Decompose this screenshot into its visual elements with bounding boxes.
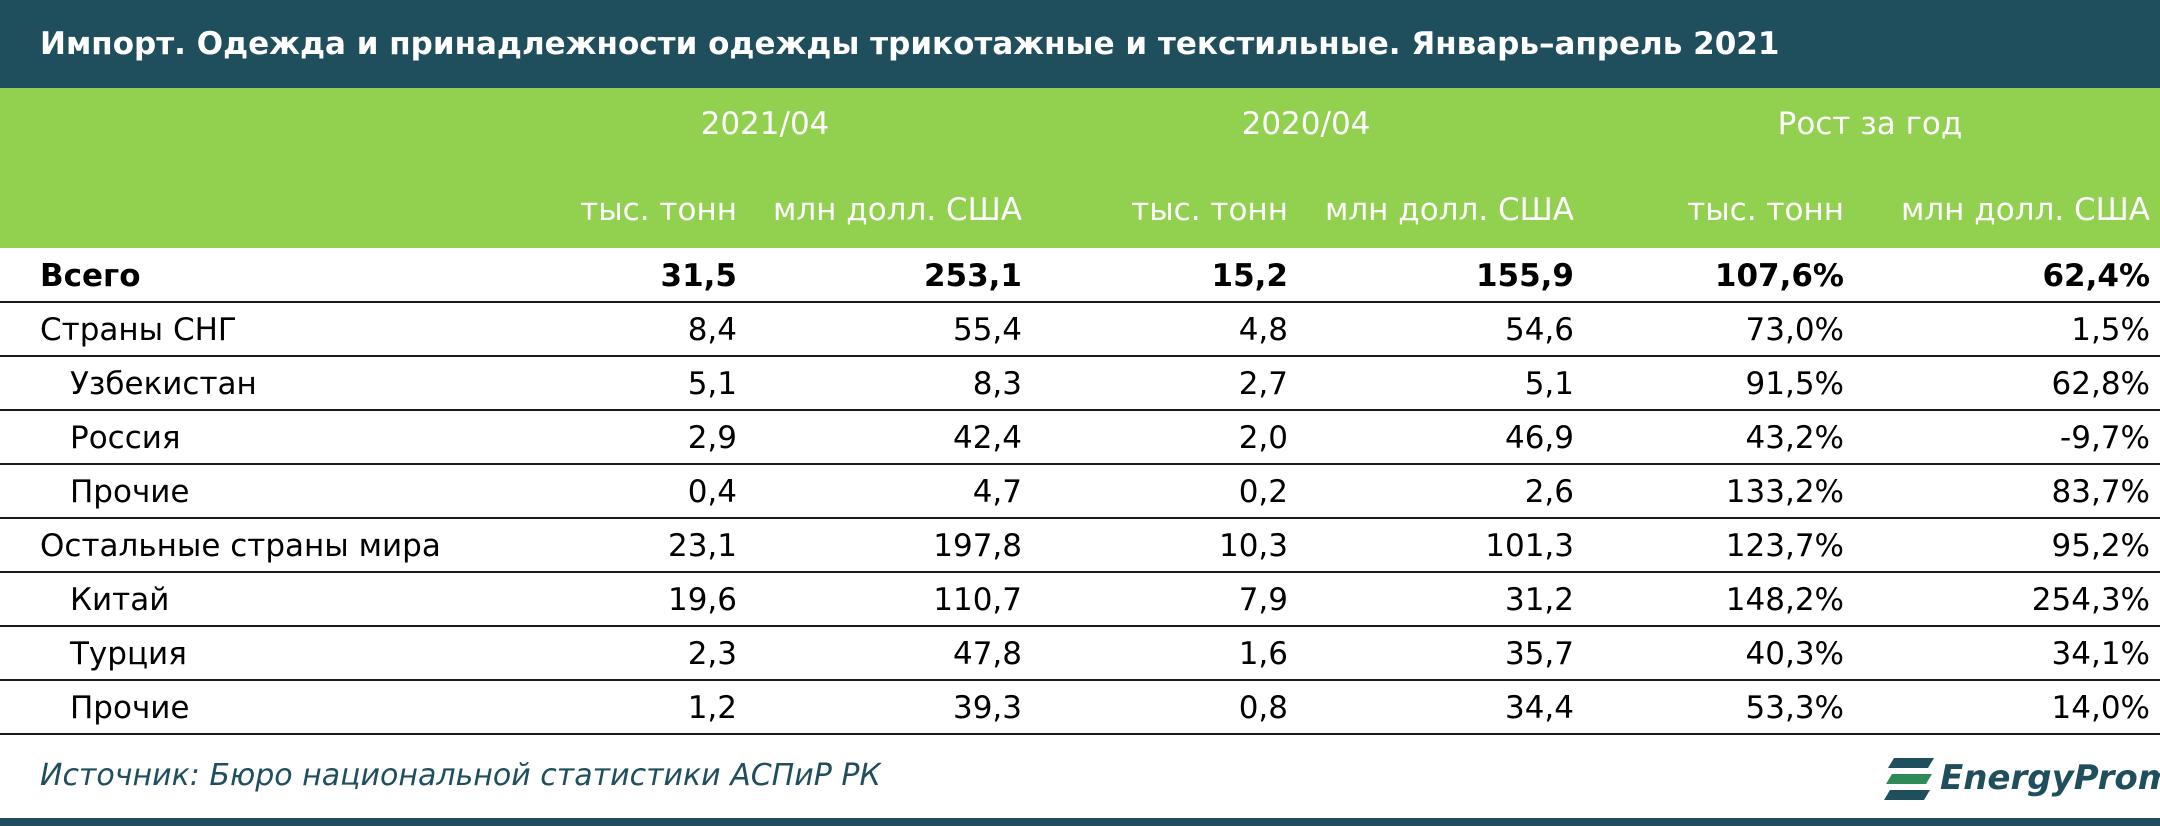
- row-label: Прочие: [70, 474, 190, 510]
- cell: 7,9: [1238, 582, 1288, 618]
- unit-header: тыс. тонн: [1131, 192, 1288, 228]
- row-divider: [0, 571, 2160, 573]
- cell: 54,6: [1504, 312, 1574, 348]
- cell: 34,1%: [2051, 636, 2150, 672]
- cell: 2,7: [1238, 366, 1288, 402]
- cell: 83,7%: [2051, 474, 2150, 510]
- cell: 110,7: [933, 582, 1022, 618]
- cell: 23,1: [667, 528, 737, 564]
- cell: 42,4: [952, 420, 1022, 456]
- cell: 14,0%: [2051, 690, 2150, 726]
- row-divider: [0, 463, 2160, 465]
- cell: 148,2%: [1725, 582, 1844, 618]
- group-header: 2021/04: [700, 106, 830, 142]
- cell: 91,5%: [1745, 366, 1844, 402]
- cell: 62,4%: [2042, 258, 2150, 294]
- row-label: Остальные страны мира: [40, 528, 441, 564]
- cell: 123,7%: [1725, 528, 1844, 564]
- cell: 133,2%: [1725, 474, 1844, 510]
- cell: 55,4: [952, 312, 1022, 348]
- cell: 0,8: [1238, 690, 1288, 726]
- cell: 31,5: [660, 258, 738, 294]
- cell: 1,2: [687, 690, 737, 726]
- cell: 47,8: [952, 636, 1022, 672]
- cell: 0,2: [1238, 474, 1288, 510]
- logo-icon: [1884, 758, 1934, 800]
- unit-header: млн долл. США: [772, 192, 1022, 228]
- row-divider: [0, 679, 2160, 681]
- cell: 8,3: [972, 366, 1022, 402]
- row-label: Страны СНГ: [40, 312, 237, 348]
- cell: 35,7: [1504, 636, 1574, 672]
- row-label: Россия: [70, 420, 181, 456]
- cell: 101,3: [1485, 528, 1574, 564]
- cell: 53,3%: [1745, 690, 1844, 726]
- source: Источник: Бюро национальной статистики А…: [40, 758, 881, 793]
- cell: 197,8: [933, 528, 1022, 564]
- title: Импорт. Одежда и принадлежности одежды т…: [40, 26, 1780, 62]
- cell: 39,3: [952, 690, 1022, 726]
- cell: 62,8%: [2051, 366, 2150, 402]
- cell: 15,2: [1211, 258, 1289, 294]
- cell: 34,4: [1504, 690, 1574, 726]
- cell: 8,4: [687, 312, 737, 348]
- cell: 2,9: [687, 420, 737, 456]
- row-label: Прочие: [70, 690, 190, 726]
- cell: 43,2%: [1745, 420, 1844, 456]
- row-divider: [0, 517, 2160, 519]
- row-divider: [0, 301, 2160, 303]
- cell: 4,8: [1238, 312, 1288, 348]
- row-divider: [0, 409, 2160, 411]
- cell: 40,3%: [1745, 636, 1844, 672]
- cell: 4,7: [972, 474, 1022, 510]
- row-label: Узбекистан: [70, 366, 257, 402]
- unit-header: млн долл. США: [1900, 192, 2150, 228]
- bottom-bar: [0, 818, 2160, 826]
- cell: 1,5%: [2071, 312, 2150, 348]
- cell: 2,3: [687, 636, 737, 672]
- row-divider: [0, 733, 2160, 735]
- unit-header: млн долл. США: [1324, 192, 1574, 228]
- cell: 19,6: [667, 582, 737, 618]
- row-label: Китай: [70, 582, 170, 618]
- cell: 155,9: [1475, 258, 1574, 294]
- logo: EnergyProm: [1940, 758, 2160, 798]
- cell: 253,1: [923, 258, 1022, 294]
- title-bar: Импорт. Одежда и принадлежности одежды т…: [0, 0, 2160, 88]
- cell: 254,3%: [2031, 582, 2150, 618]
- group-header: 2020/04: [1241, 106, 1371, 142]
- cell: 0,4: [687, 474, 737, 510]
- row-divider: [0, 355, 2160, 357]
- cell: 5,1: [687, 366, 737, 402]
- row-label: Всего: [40, 258, 141, 294]
- row-divider: [0, 625, 2160, 627]
- cell: 107,6%: [1714, 258, 1844, 294]
- row-label: Турция: [70, 636, 187, 672]
- cell: 10,3: [1218, 528, 1288, 564]
- header-band: [0, 88, 2160, 248]
- cell: 2,0: [1238, 420, 1288, 456]
- unit-header: тыс. тонн: [1687, 192, 1844, 228]
- cell: -9,7%: [2060, 420, 2150, 456]
- cell: 2,6: [1524, 474, 1574, 510]
- cell: 31,2: [1504, 582, 1574, 618]
- cell: 73,0%: [1745, 312, 1844, 348]
- cell: 46,9: [1504, 420, 1574, 456]
- cell: 5,1: [1524, 366, 1574, 402]
- unit-header: тыс. тонн: [580, 192, 737, 228]
- group-header: Рост за год: [1777, 106, 1963, 142]
- cell: 1,6: [1238, 636, 1288, 672]
- cell: 95,2%: [2051, 528, 2150, 564]
